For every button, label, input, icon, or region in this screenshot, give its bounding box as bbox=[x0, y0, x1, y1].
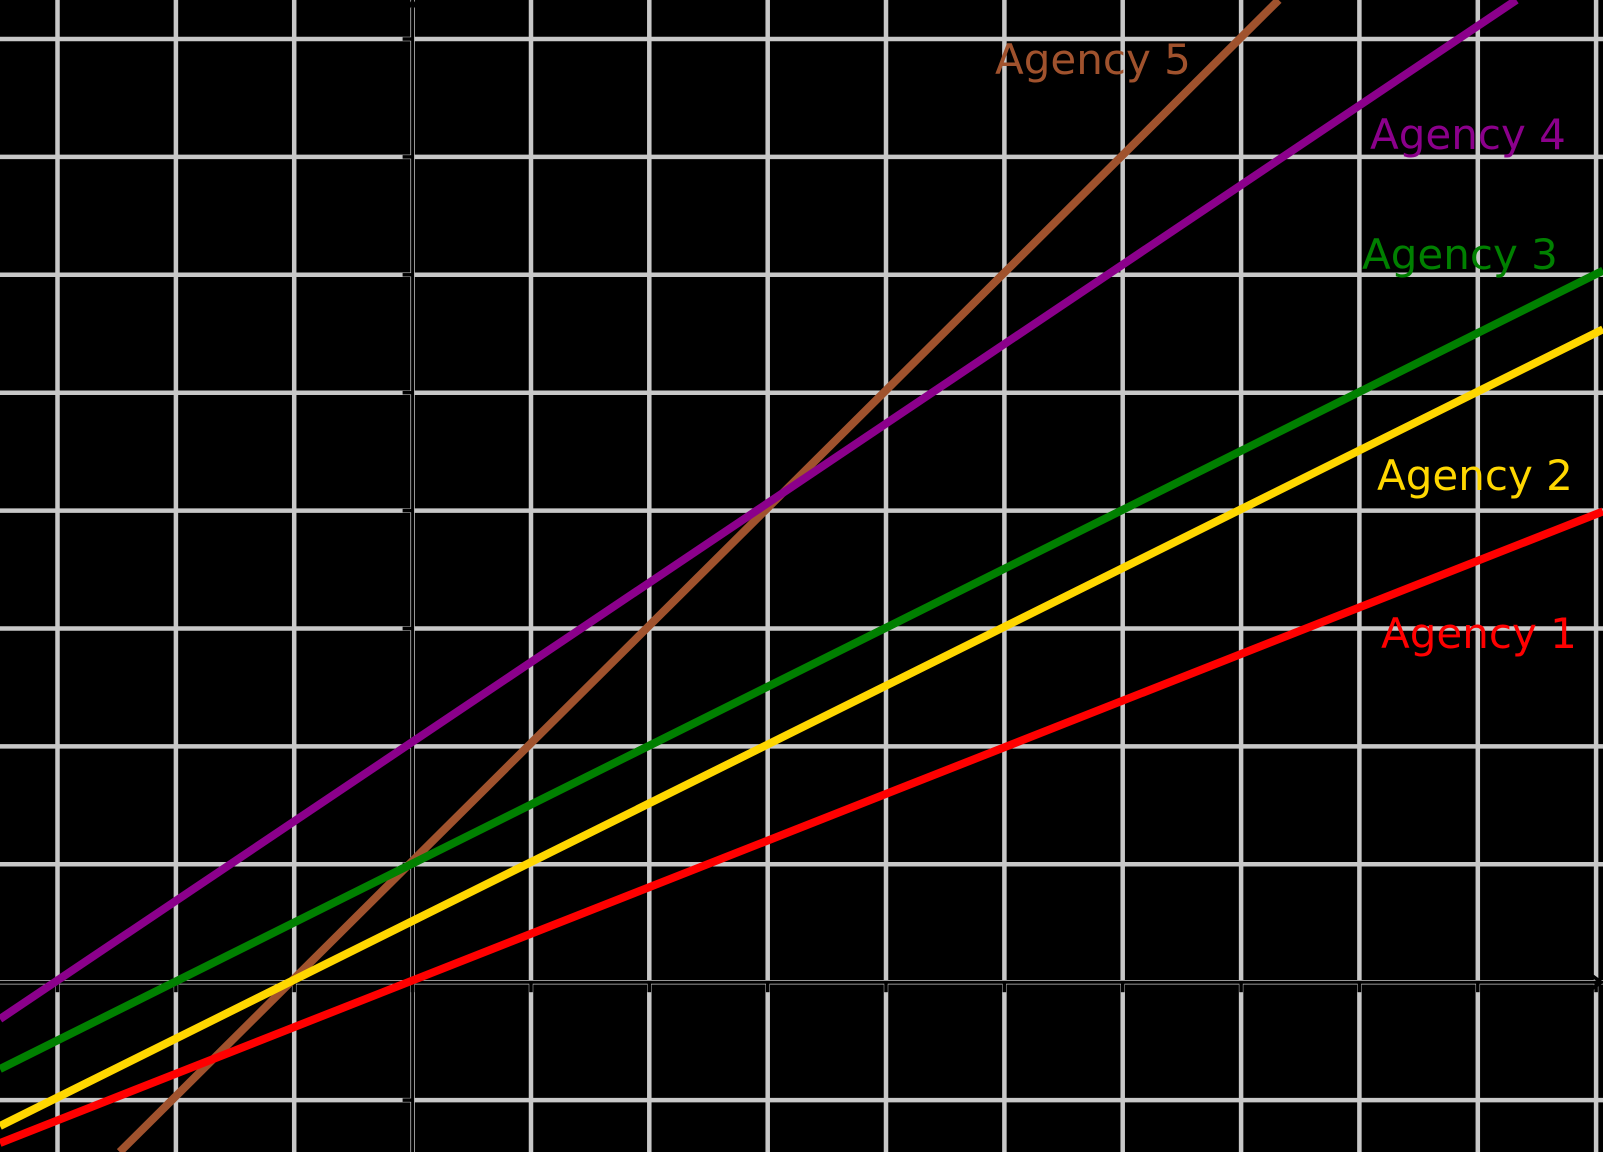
series-line-agency-2 bbox=[0, 325, 1603, 1130]
series-line-agency-4 bbox=[0, 0, 1519, 1023]
series-line-agency-3 bbox=[0, 267, 1603, 1073]
series-label-agency-4: Agency 4 bbox=[1370, 110, 1566, 159]
series-line-agency-1 bbox=[0, 507, 1603, 1147]
series-label-agency-3: Agency 3 bbox=[1362, 230, 1558, 279]
series-line-agency-5 bbox=[116, 0, 1282, 1152]
series-label-agency-5: Agency 5 bbox=[995, 35, 1191, 84]
x-axis-arrowhead bbox=[1584, 969, 1603, 995]
y-axis-arrowhead bbox=[399, 0, 426, 19]
series-label-agency-2: Agency 2 bbox=[1377, 451, 1573, 500]
series-label-agency-1: Agency 1 bbox=[1381, 609, 1577, 658]
